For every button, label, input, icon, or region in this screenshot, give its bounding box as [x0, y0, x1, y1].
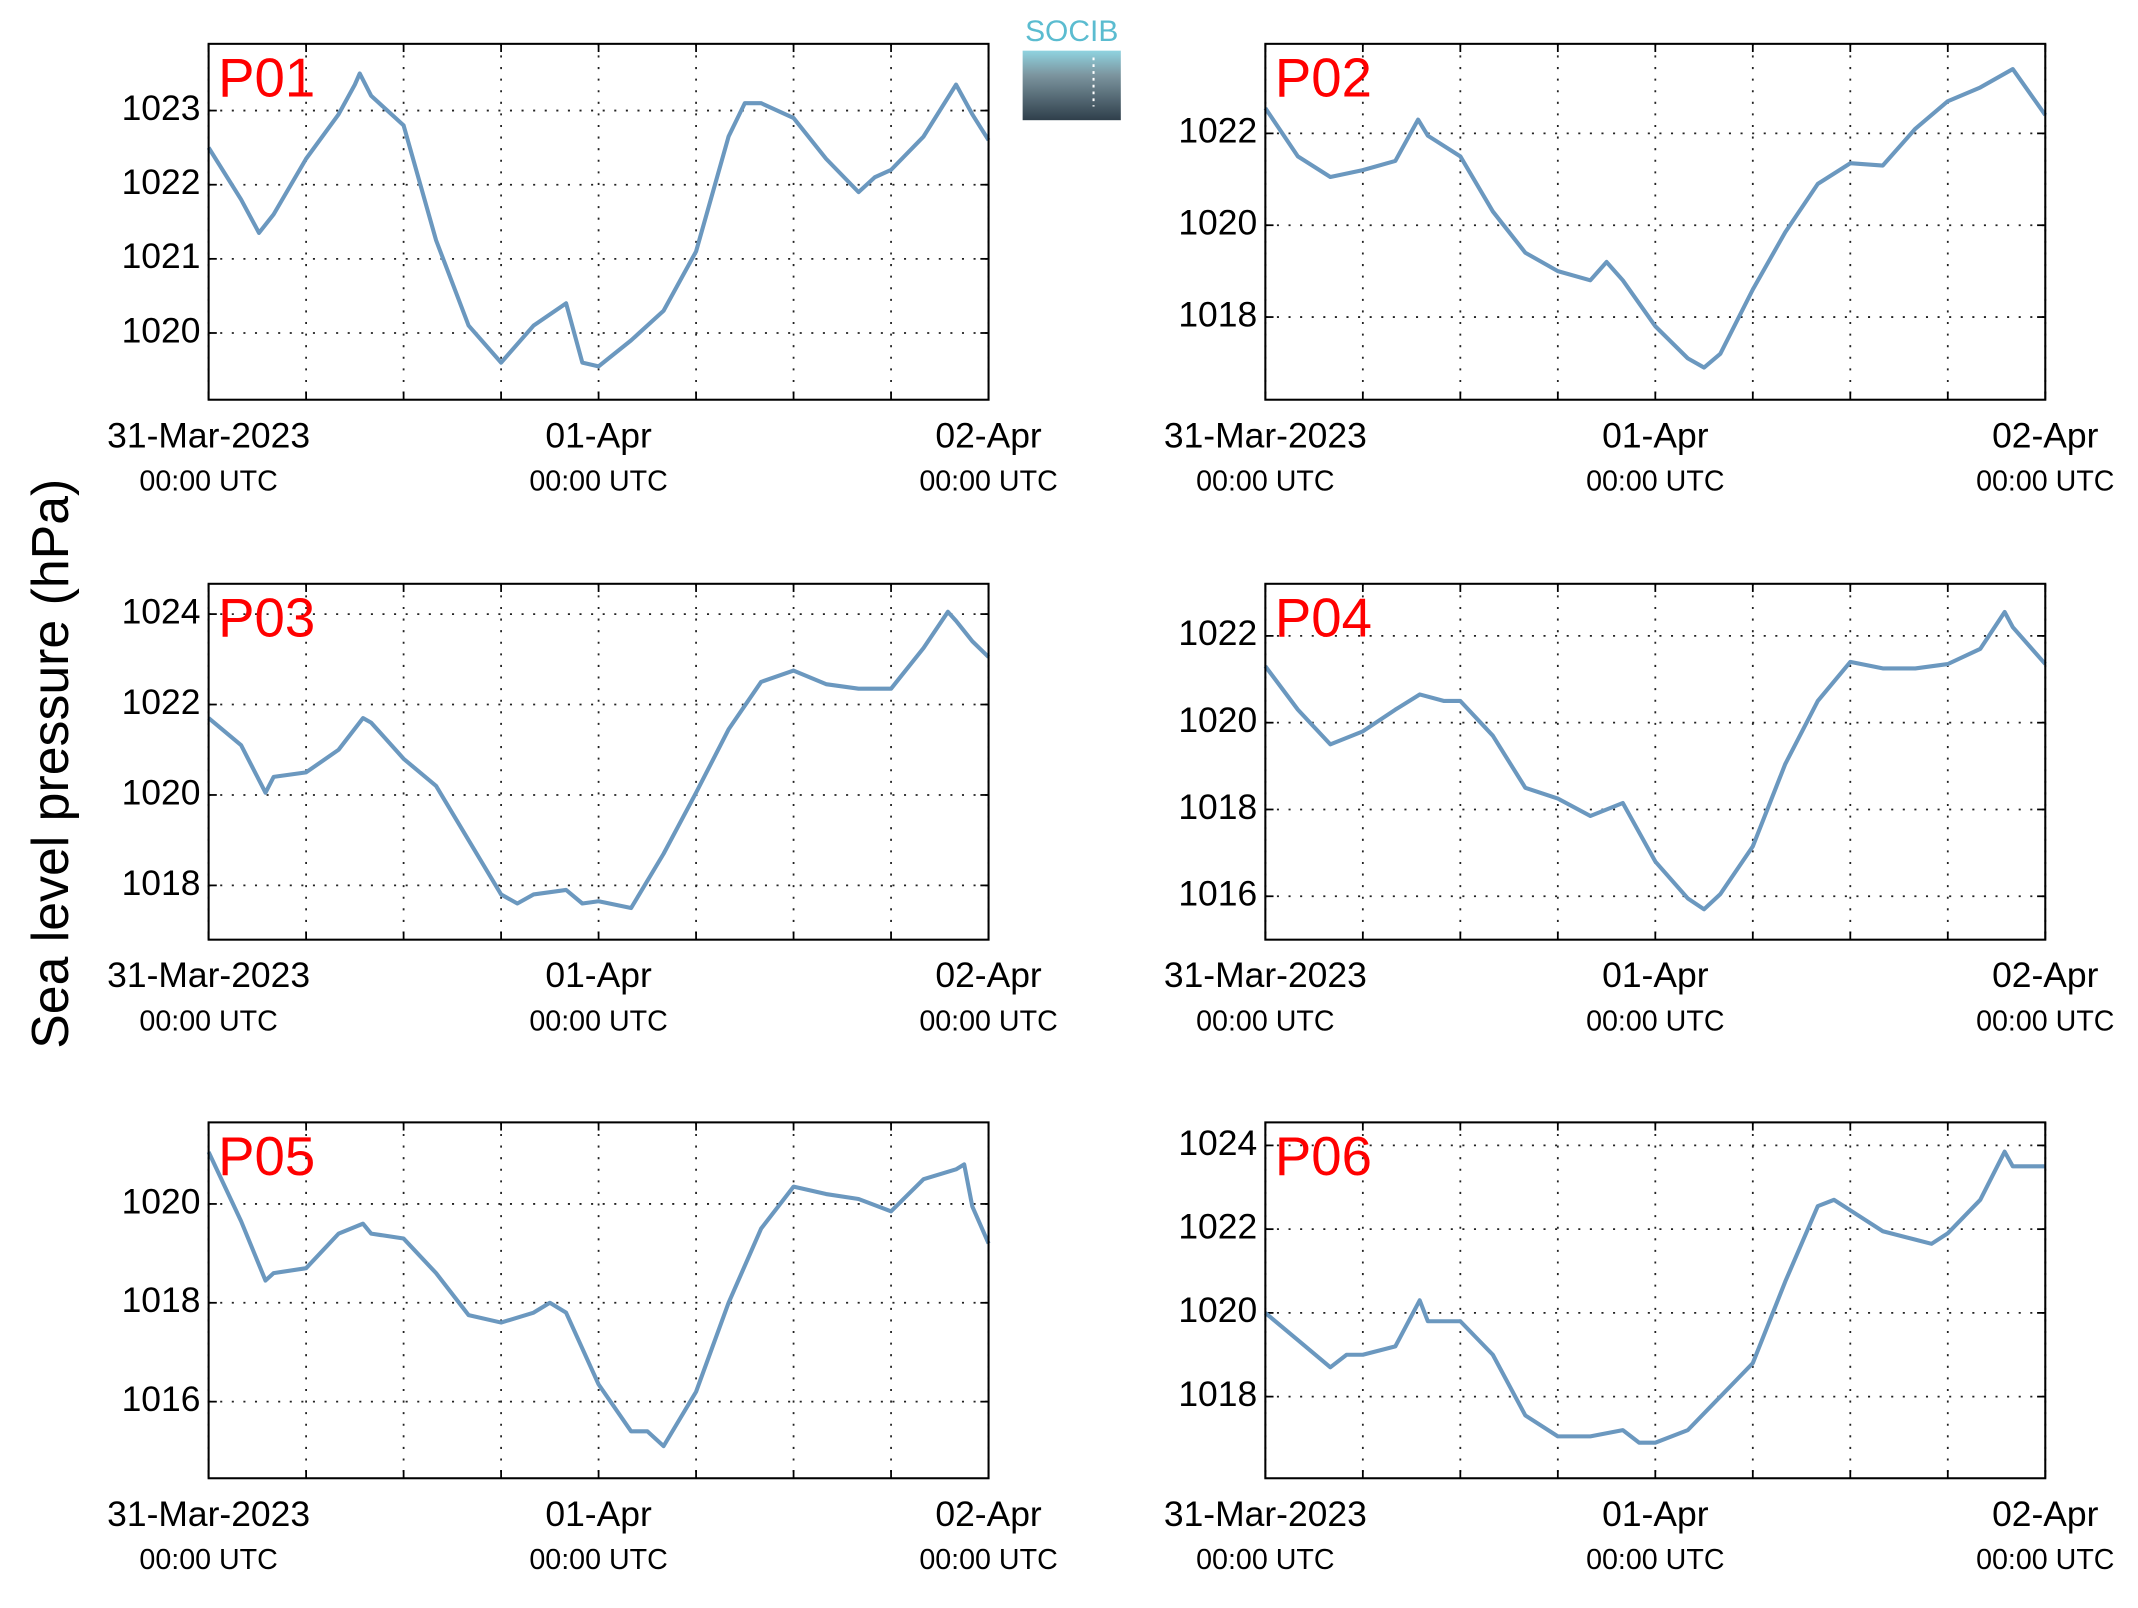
x-tick-sublabel: 00:00 UTC — [1976, 1005, 2114, 1037]
panel-title: P06 — [1275, 1126, 1372, 1187]
logo-text: SOCIB — [1025, 15, 1118, 48]
x-tick-label: 31-Mar-2023 — [1164, 415, 1367, 455]
x-tick-label: 31-Mar-2023 — [1164, 955, 1367, 995]
axes-frame — [1264, 42, 2047, 401]
axes-frame — [1264, 1121, 2047, 1480]
x-tick-sublabel: 00:00 UTC — [139, 465, 277, 497]
x-tick-sublabel: 00:00 UTC — [529, 1005, 667, 1037]
x-tick-sublabel: 00:00 UTC — [1586, 1005, 1724, 1037]
y-tick-label: 1022 — [122, 162, 201, 202]
x-tick-sublabel: 00:00 UTC — [1586, 1544, 1724, 1576]
axes-frame — [207, 582, 990, 941]
y-tick-label: 1024 — [122, 591, 201, 631]
axes-frame — [207, 42, 990, 401]
line — [206, 71, 991, 369]
panel-title: P01 — [218, 47, 315, 108]
axes-frame — [207, 1121, 990, 1480]
x-tick-sublabel: 00:00 UTC — [1976, 465, 2114, 497]
y-tick-label: 1021 — [122, 236, 201, 276]
x-tick-label: 31-Mar-2023 — [107, 955, 310, 995]
y-tick-label: 1022 — [1178, 613, 1257, 653]
x-tick-label: 02-Apr — [1992, 415, 2099, 455]
x-tick-label: 31-Mar-2023 — [107, 415, 310, 455]
x-tick-sublabel: 00:00 UTC — [919, 1005, 1057, 1037]
y-tick-label: 1020 — [1178, 1290, 1257, 1330]
panel-title: P05 — [218, 1126, 315, 1187]
x-tick-label: 01-Apr — [1602, 955, 1709, 995]
panel: 31-Mar-2023 00:00 UTC 01-Apr 00:00 UTC 02-Ap… — [107, 1121, 1058, 1576]
y-tick-label: 1018 — [122, 863, 201, 903]
y-tick-label: 1022 — [1178, 111, 1257, 151]
y-tick-label: 1020 — [1178, 700, 1257, 740]
panel-title: P04 — [1275, 587, 1372, 648]
panel-title: P02 — [1275, 47, 1372, 108]
x-tick-label: 01-Apr — [1602, 415, 1709, 455]
line — [1264, 1149, 2046, 1445]
y-tick-label: 1016 — [122, 1379, 201, 1419]
y-tick-label: 1020 — [122, 310, 201, 350]
line — [1263, 67, 2047, 370]
axes-frame — [1264, 582, 2047, 941]
x-tick-sublabel: 00:00 UTC — [1586, 465, 1724, 497]
x-tick-label: 02-Apr — [935, 1494, 1042, 1534]
panel: 31-Mar-2023 00:00 UTC 01-Apr 00:00 UTC 02-Ap… — [1164, 1121, 2114, 1576]
panel: 31-Mar-2023 00:00 UTC 01-Apr 00:00 UTC 02-Ap… — [1164, 42, 2114, 497]
x-tick-label: 31-Mar-2023 — [107, 1494, 310, 1534]
y-tick-label: 1020 — [122, 772, 201, 812]
y-tick-label: 1020 — [122, 1181, 201, 1221]
x-tick-sublabel: 00:00 UTC — [1976, 1544, 2114, 1576]
y-tick-label: 1022 — [1178, 1207, 1257, 1247]
x-tick-sublabel: 00:00 UTC — [139, 1544, 277, 1576]
panel: 31-Mar-2023 00:00 UTC 01-Apr 00:00 UTC 02-Ap… — [107, 582, 1058, 1037]
y-tick-label: 1022 — [122, 682, 201, 722]
x-tick-label: 02-Apr — [1992, 1494, 2099, 1534]
x-tick-label: 01-Apr — [1602, 1494, 1709, 1534]
x-tick-label: 01-Apr — [545, 415, 652, 455]
panel: 31-Mar-2023 00:00 UTC 01-Apr 00:00 UTC 02-Ap… — [107, 42, 1058, 497]
x-tick-sublabel: 00:00 UTC — [919, 1544, 1057, 1576]
x-tick-label: 02-Apr — [935, 955, 1042, 995]
y-tick-label: 1018 — [1178, 1374, 1257, 1414]
line — [207, 609, 990, 911]
x-tick-sublabel: 00:00 UTC — [139, 1005, 277, 1037]
y-tick-label: 1018 — [1178, 787, 1257, 827]
y-tick-label: 1018 — [1178, 294, 1257, 334]
panel: 31-Mar-2023 00:00 UTC 01-Apr 00:00 UTC 02-Ap… — [1164, 582, 2114, 1037]
y-tick-label: 1023 — [122, 88, 201, 128]
line — [206, 1151, 991, 1449]
x-tick-sublabel: 00:00 UTC — [1196, 1544, 1334, 1576]
x-tick-label: 02-Apr — [935, 415, 1042, 455]
logo: SOCIB — [1022, 15, 1121, 121]
y-axis-label: Sea level pressure (hPa) — [21, 479, 79, 1049]
x-tick-label: 01-Apr — [545, 955, 652, 995]
y-tick-label: 1018 — [122, 1280, 201, 1320]
x-tick-label: 02-Apr — [1992, 955, 2099, 995]
y-tick-label: 1024 — [1178, 1123, 1257, 1163]
logo-image — [1022, 50, 1121, 121]
line — [1263, 609, 2047, 912]
x-tick-sublabel: 00:00 UTC — [1196, 1005, 1334, 1037]
y-tick-label: 1016 — [1178, 874, 1257, 914]
x-tick-label: 31-Mar-2023 — [1164, 1494, 1367, 1534]
x-tick-sublabel: 00:00 UTC — [529, 465, 667, 497]
x-tick-sublabel: 00:00 UTC — [529, 1544, 667, 1576]
x-tick-label: 01-Apr — [545, 1494, 652, 1534]
x-tick-sublabel: 00:00 UTC — [1196, 465, 1334, 497]
y-tick-label: 1020 — [1178, 203, 1257, 243]
panel-title: P03 — [218, 587, 315, 648]
x-tick-sublabel: 00:00 UTC — [919, 465, 1057, 497]
